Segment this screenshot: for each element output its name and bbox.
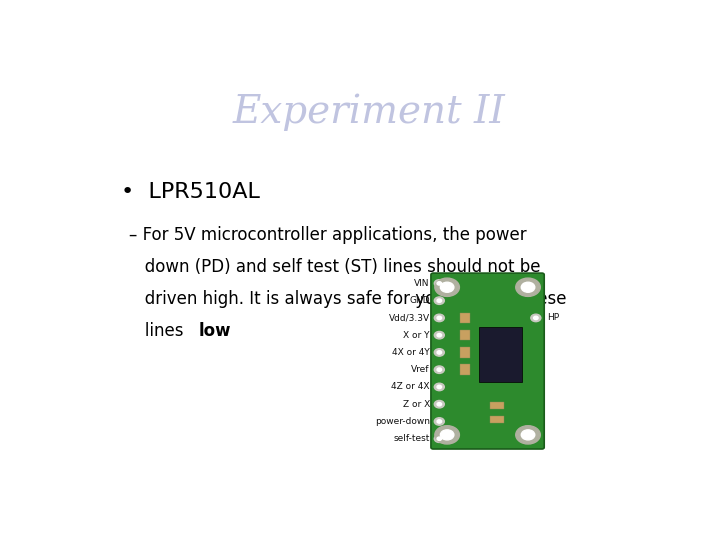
FancyBboxPatch shape bbox=[431, 273, 544, 449]
Text: .: . bbox=[222, 322, 228, 340]
Circle shape bbox=[521, 282, 535, 292]
Circle shape bbox=[434, 332, 444, 339]
Text: X or Y: X or Y bbox=[403, 330, 430, 340]
Text: Vref: Vref bbox=[411, 365, 430, 374]
Circle shape bbox=[434, 418, 444, 425]
Text: 4Z or 4X: 4Z or 4X bbox=[392, 382, 430, 392]
Bar bbox=[490, 416, 504, 423]
Circle shape bbox=[516, 426, 540, 444]
Text: driven high. It is always safe for you to drive these: driven high. It is always safe for you t… bbox=[129, 291, 567, 308]
Text: HP: HP bbox=[548, 313, 559, 322]
Text: down (PD) and self test (ST) lines should not be: down (PD) and self test (ST) lines shoul… bbox=[129, 258, 541, 276]
Circle shape bbox=[441, 282, 454, 292]
Circle shape bbox=[435, 426, 459, 444]
Text: VIN: VIN bbox=[414, 279, 430, 288]
Text: Z or X: Z or X bbox=[402, 400, 430, 409]
Circle shape bbox=[531, 314, 541, 322]
Circle shape bbox=[437, 351, 441, 354]
Text: •  LPR510AL: • LPR510AL bbox=[121, 181, 260, 201]
Circle shape bbox=[441, 430, 454, 440]
Circle shape bbox=[434, 297, 444, 305]
Circle shape bbox=[437, 316, 441, 320]
Circle shape bbox=[516, 278, 540, 296]
Bar bbox=[479, 327, 523, 382]
Circle shape bbox=[434, 383, 444, 390]
Text: – For 5V microcontroller applications, the power: – For 5V microcontroller applications, t… bbox=[129, 226, 527, 244]
Text: power-down: power-down bbox=[375, 417, 430, 426]
Circle shape bbox=[534, 316, 538, 320]
Text: lines: lines bbox=[129, 322, 189, 340]
Circle shape bbox=[437, 385, 441, 389]
Circle shape bbox=[434, 401, 444, 408]
Text: GND: GND bbox=[409, 296, 430, 305]
Circle shape bbox=[434, 349, 444, 356]
Circle shape bbox=[437, 402, 441, 406]
Text: Vdd/3.3V: Vdd/3.3V bbox=[389, 313, 430, 322]
Circle shape bbox=[434, 314, 444, 322]
Bar bbox=[490, 402, 504, 409]
Bar bbox=[460, 330, 470, 340]
Circle shape bbox=[437, 282, 441, 285]
Circle shape bbox=[435, 278, 459, 296]
Circle shape bbox=[437, 437, 441, 441]
Bar bbox=[460, 364, 470, 375]
Circle shape bbox=[437, 420, 441, 423]
Bar bbox=[460, 347, 470, 357]
Circle shape bbox=[437, 368, 441, 372]
Text: low: low bbox=[199, 322, 231, 340]
Bar bbox=[460, 313, 470, 323]
Circle shape bbox=[434, 366, 444, 374]
Text: 4X or 4Y: 4X or 4Y bbox=[392, 348, 430, 357]
Circle shape bbox=[437, 334, 441, 337]
Circle shape bbox=[521, 430, 535, 440]
Text: self-test: self-test bbox=[393, 434, 430, 443]
Circle shape bbox=[434, 280, 444, 287]
Circle shape bbox=[437, 299, 441, 302]
Circle shape bbox=[434, 435, 444, 442]
Text: Experiment II: Experiment II bbox=[233, 94, 505, 131]
